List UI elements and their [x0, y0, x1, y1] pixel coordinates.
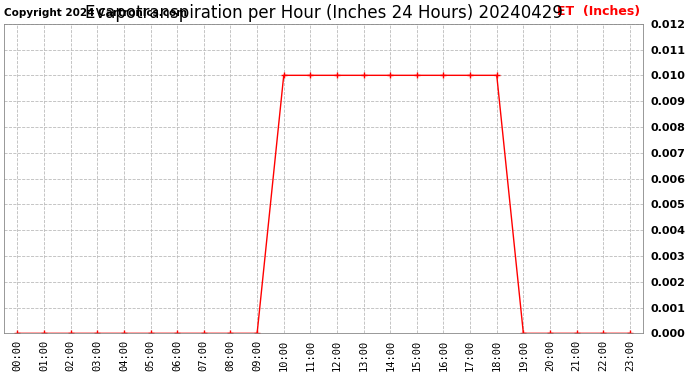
- Text: ET  (Inches): ET (Inches): [557, 4, 640, 18]
- Text: Copyright 2024 Cartronics.com: Copyright 2024 Cartronics.com: [4, 8, 187, 18]
- Title: Evapotranspiration per Hour (Inches 24 Hours) 20240429: Evapotranspiration per Hour (Inches 24 H…: [85, 4, 562, 22]
